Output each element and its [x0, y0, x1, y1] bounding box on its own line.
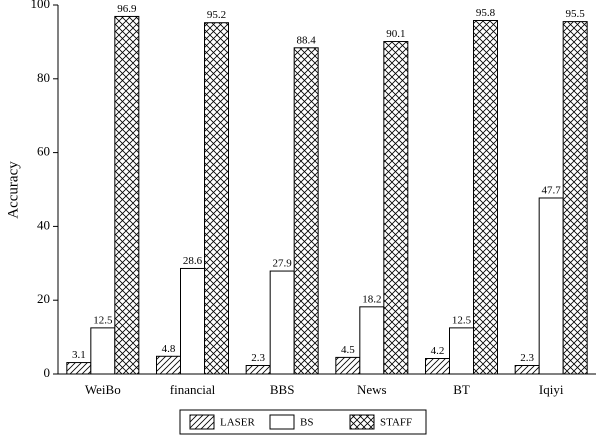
value-label: 96.9: [117, 3, 137, 15]
y-tick-label: 0: [44, 365, 51, 380]
value-label: 95.8: [476, 7, 496, 19]
value-label: 3.1: [72, 349, 86, 361]
bar: [383, 41, 409, 375]
bar: [204, 22, 229, 375]
bar: [514, 365, 540, 375]
y-tick-label: 100: [31, 0, 51, 11]
bar: [562, 21, 588, 375]
bar: [156, 355, 181, 375]
value-label: 4.8: [162, 343, 176, 355]
value-label: 88.4: [297, 34, 317, 46]
y-tick-label: 20: [37, 291, 50, 306]
y-tick-label: 80: [37, 70, 50, 85]
value-label: 18.2: [362, 293, 381, 305]
value-label: 2.3: [520, 352, 534, 364]
y-tick-label: 40: [37, 217, 50, 232]
bar: [335, 356, 361, 375]
bar: [114, 15, 140, 375]
bar: [538, 197, 564, 375]
value-label: 2.3: [251, 352, 265, 364]
x-tick-label: News: [357, 382, 387, 397]
x-tick-label: Iqiyi: [539, 382, 564, 397]
legend-label: BS: [300, 417, 313, 429]
bar: [449, 327, 474, 375]
y-tick-label: 60: [37, 144, 50, 159]
legend-swatch: [189, 414, 215, 430]
x-tick-label: WeiBo: [85, 382, 121, 397]
value-label: 27.9: [273, 258, 293, 270]
legend-swatch: [349, 414, 375, 430]
bar: [425, 358, 450, 375]
legend-label: LASER: [220, 417, 256, 429]
value-label: 95.5: [566, 8, 586, 20]
value-label: 4.5: [341, 344, 355, 356]
value-label: 4.2: [431, 345, 445, 357]
bar: [66, 362, 92, 375]
value-label: 28.6: [183, 255, 203, 267]
bar: [269, 270, 295, 375]
value-label: 47.7: [542, 185, 562, 197]
bar: [473, 19, 498, 375]
bar: [359, 306, 385, 375]
legend-label: STAFF: [380, 417, 412, 429]
y-axis-label: Accuracy: [5, 161, 21, 219]
legend-swatch: [269, 414, 295, 430]
x-tick-label: BT: [453, 382, 470, 397]
bar: [293, 47, 319, 375]
value-label: 90.1: [386, 28, 405, 40]
bar: [90, 327, 116, 375]
value-label: 12.5: [452, 314, 472, 326]
x-tick-label: financial: [170, 382, 216, 397]
x-tick-label: BBS: [270, 382, 295, 397]
legend-box: [179, 409, 427, 435]
value-label: 95.2: [207, 9, 226, 21]
bar: [245, 365, 271, 375]
value-label: 12.5: [93, 314, 113, 326]
bar: [180, 267, 205, 375]
